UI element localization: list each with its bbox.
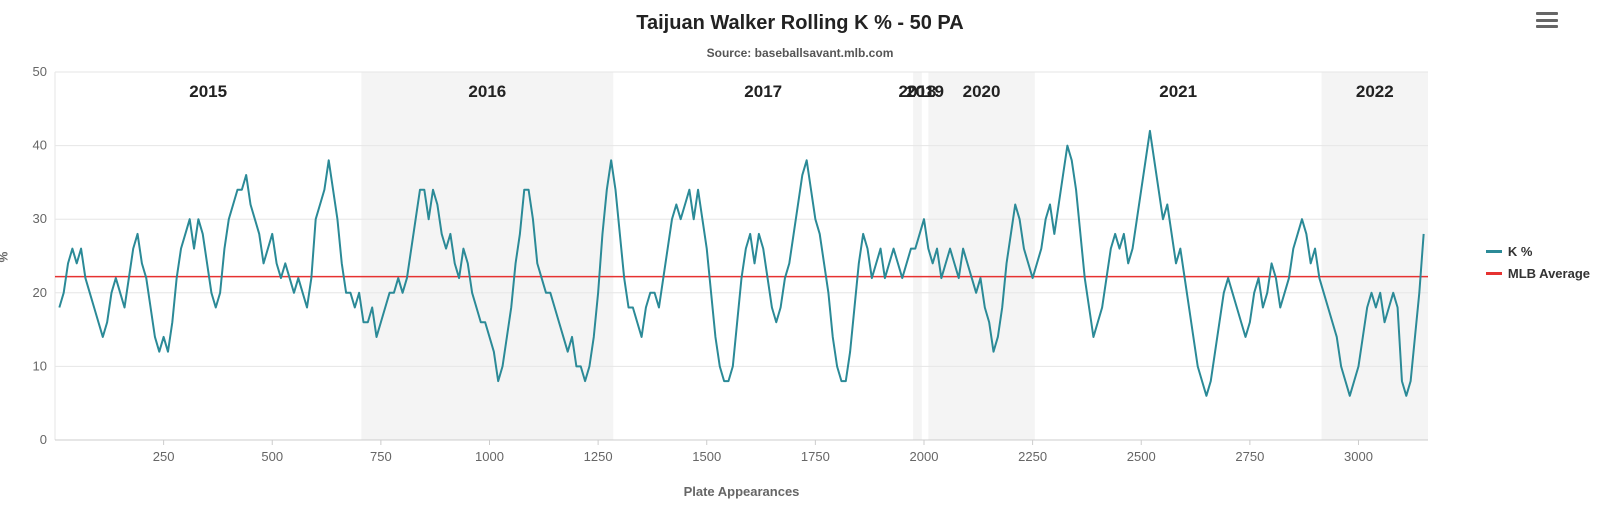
x-tick-label: 500 [261, 449, 283, 464]
x-tick-label: 3000 [1344, 449, 1373, 464]
x-tick-label: 1000 [475, 449, 504, 464]
x-tick-label: 1500 [692, 449, 721, 464]
x-tick-label: 250 [153, 449, 175, 464]
hamburger-bar [1536, 25, 1558, 28]
legend: K % MLB Average [1485, 244, 1590, 281]
hamburger-bar [1536, 12, 1558, 15]
year-label-2022: 2022 [1356, 82, 1394, 101]
y-tick-label: 50 [33, 64, 47, 79]
x-tick-label: 2250 [1018, 449, 1047, 464]
y-axis-title: % [0, 252, 10, 263]
legend-label-k-pct: K % [1507, 244, 1533, 259]
x-axis-title: Plate Appearances [683, 484, 800, 499]
chart-subtitle: Source: baseballsavant.mlb.com [706, 46, 894, 60]
season-band-2016 [361, 72, 614, 440]
x-tick-label: 750 [370, 449, 392, 464]
x-tick-label: 2750 [1235, 449, 1264, 464]
year-label-2019: 2019 [906, 82, 944, 101]
year-label-2020: 2020 [963, 82, 1001, 101]
legend-label-mlb-average: MLB Average [1507, 266, 1590, 281]
season-band-2020 [928, 72, 1035, 440]
x-tick-label: 1750 [801, 449, 830, 464]
y-tick-label: 20 [33, 285, 47, 300]
x-tick-label: 2000 [910, 449, 939, 464]
season-band-2018 [913, 72, 922, 440]
x-tick-label: 1250 [584, 449, 613, 464]
hamburger-bar [1536, 18, 1558, 22]
year-label-2016: 2016 [468, 82, 506, 101]
chart-title: Taijuan Walker Rolling K % - 50 PA [636, 12, 964, 34]
hamburger-menu-icon[interactable] [1536, 12, 1558, 28]
year-label-2018: 2018 [899, 82, 937, 101]
k-pct-line [58, 129, 1425, 397]
y-tick-label: 10 [33, 358, 47, 373]
year-label-2015: 2015 [189, 82, 227, 101]
legend-item-k-pct[interactable]: K % [1485, 244, 1590, 259]
y-tick-label: 0 [40, 432, 47, 447]
year-label-2017: 2017 [744, 82, 782, 101]
mlb-average-swatch [1485, 272, 1502, 275]
x-tick-label: 2500 [1127, 449, 1156, 464]
season-band-2022 [1321, 72, 1428, 440]
legend-item-mlb-average[interactable]: MLB Average [1485, 266, 1590, 281]
k-line-swatch [1485, 250, 1502, 253]
year-label-2021: 2021 [1159, 82, 1197, 101]
y-tick-label: 30 [33, 211, 47, 226]
y-tick-label: 40 [33, 138, 47, 153]
